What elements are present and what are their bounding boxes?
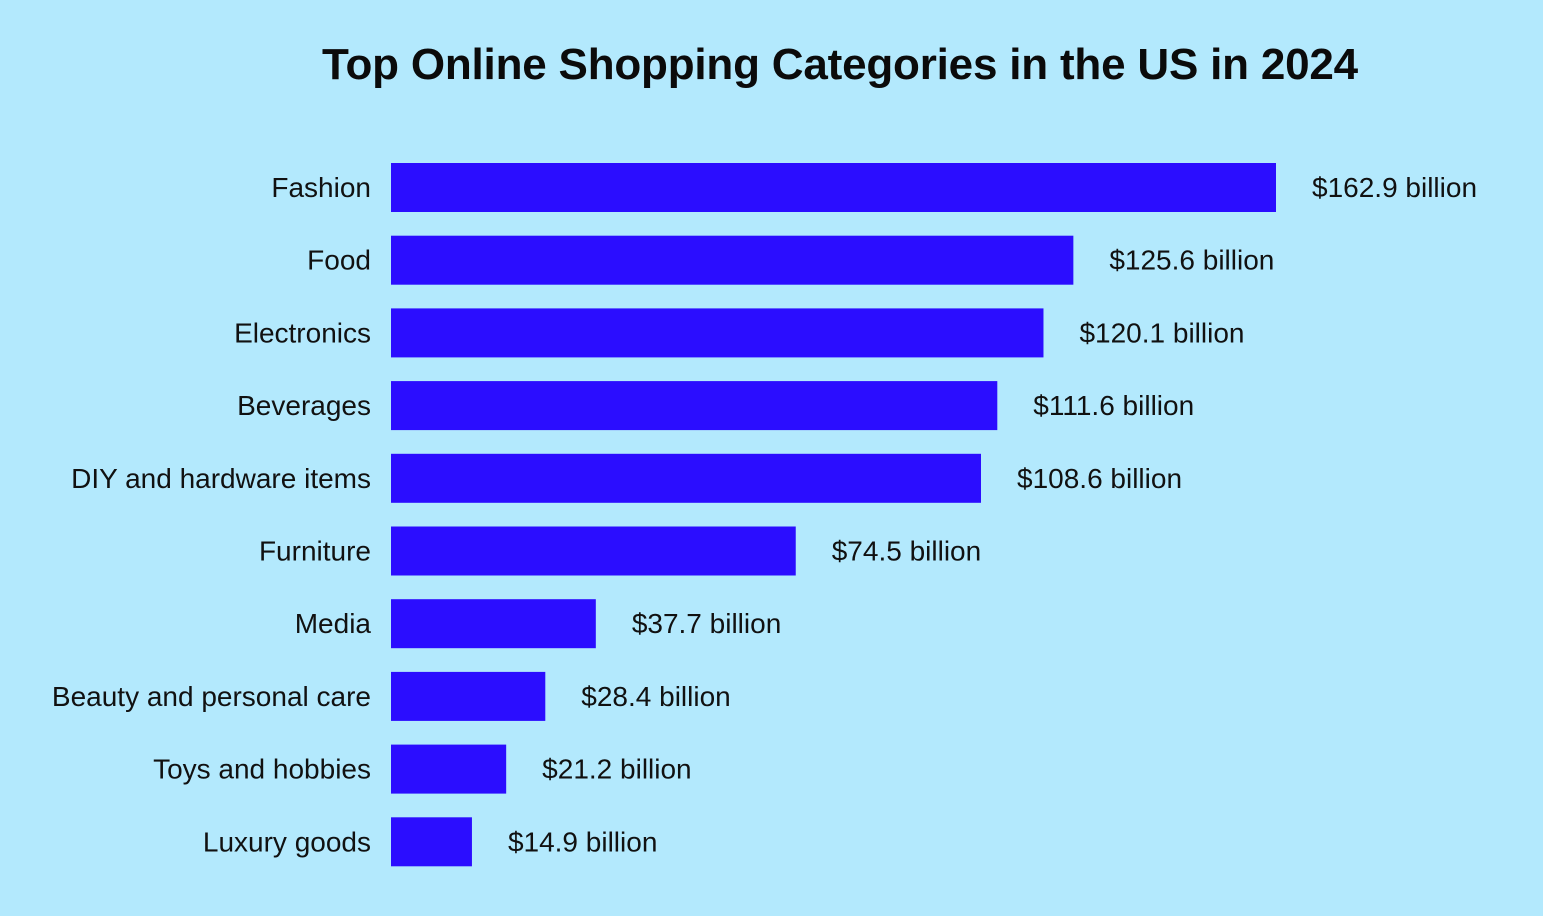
- value-label-beverages: $111.6 billion: [1033, 390, 1194, 421]
- category-label-electronics: Electronics: [234, 317, 371, 348]
- category-label-food: Food: [307, 245, 371, 276]
- value-label-food: $125.6 billion: [1109, 245, 1274, 276]
- value-label-luxury-goods: $14.9 billion: [508, 826, 657, 857]
- bar-food: [391, 235, 1074, 285]
- value-label-fashion: $162.9 billion: [1312, 172, 1477, 203]
- category-label-furniture: Furniture: [259, 536, 371, 567]
- bar-diy-and-hardware-items: [391, 453, 981, 503]
- category-label-fashion: Fashion: [271, 172, 371, 203]
- bar-beverages: [391, 381, 998, 431]
- bar-electronics: [391, 308, 1044, 358]
- value-label-diy-and-hardware-items: $108.6 billion: [1017, 463, 1182, 494]
- bar-luxury-goods: [391, 817, 472, 867]
- category-label-toys-and-hobbies: Toys and hobbies: [153, 754, 371, 785]
- category-label-beverages: Beverages: [237, 390, 371, 421]
- value-label-furniture: $74.5 billion: [832, 536, 981, 567]
- bar-media: [391, 599, 596, 649]
- bar-beauty-and-personal-care: [391, 671, 546, 721]
- category-label-media: Media: [295, 608, 372, 639]
- bar-fashion: [391, 163, 1276, 212]
- value-label-electronics: $120.1 billion: [1079, 317, 1244, 348]
- category-label-luxury-goods: Luxury goods: [203, 826, 371, 857]
- value-label-toys-and-hobbies: $21.2 billion: [542, 754, 691, 785]
- bar-furniture: [391, 526, 796, 576]
- category-label-beauty-and-personal-care: Beauty and personal care: [52, 681, 371, 712]
- bar-toys-and-hobbies: [391, 744, 507, 794]
- category-label-diy-and-hardware-items: DIY and hardware items: [71, 463, 371, 494]
- value-label-beauty-and-personal-care: $28.4 billion: [581, 681, 730, 712]
- value-label-media: $37.7 billion: [632, 608, 781, 639]
- chart-title: Top Online Shopping Categories in the US…: [322, 40, 1358, 89]
